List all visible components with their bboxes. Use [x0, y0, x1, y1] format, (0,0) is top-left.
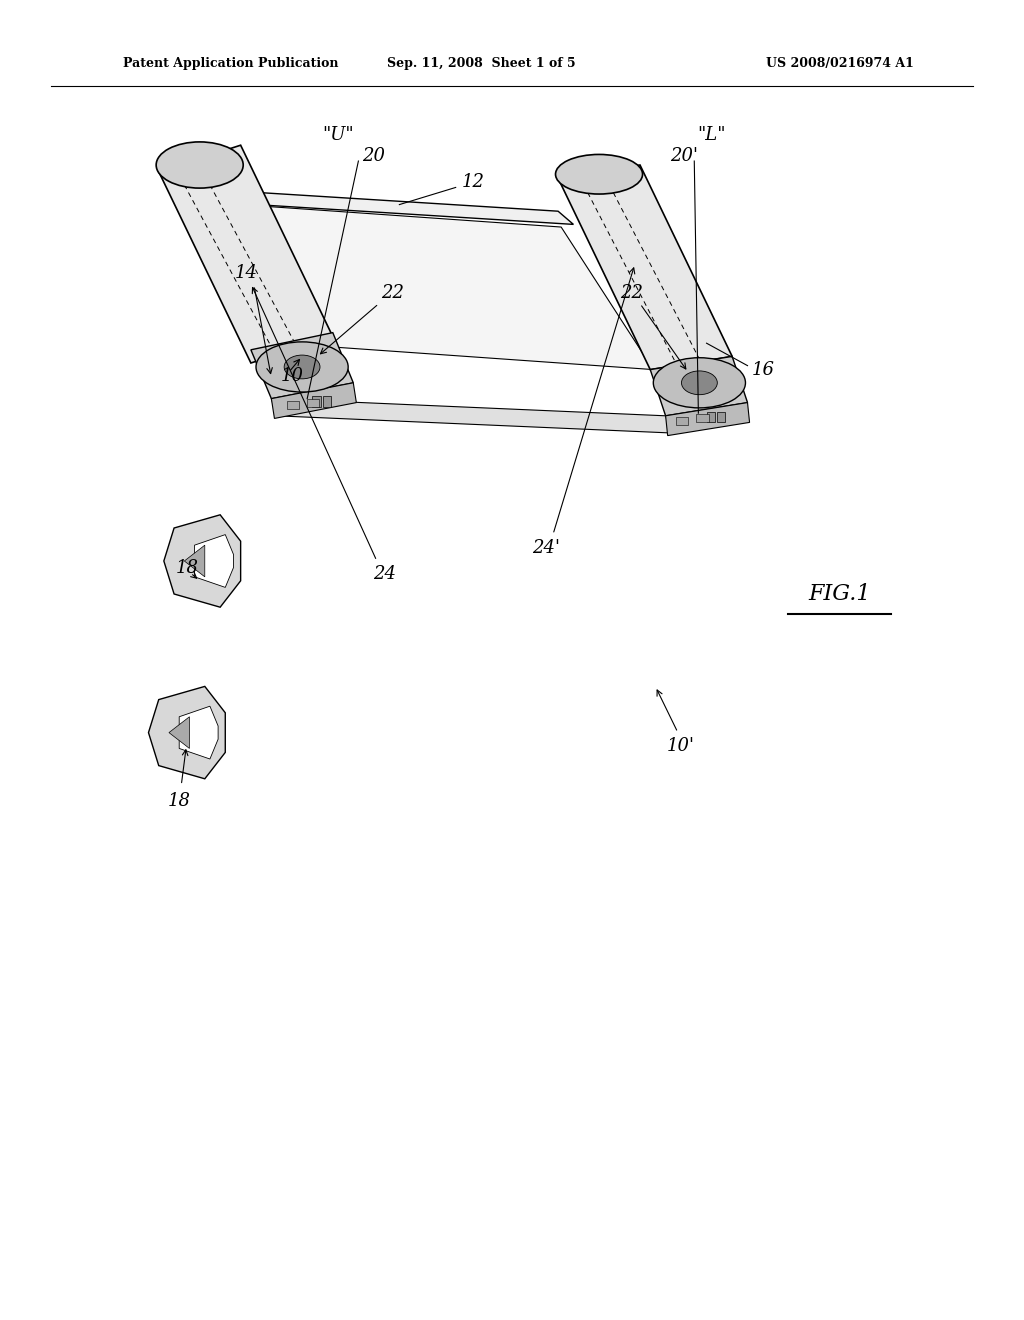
Text: Sep. 11, 2008  Sheet 1 of 5: Sep. 11, 2008 Sheet 1 of 5	[387, 57, 575, 70]
Polygon shape	[241, 205, 653, 370]
FancyBboxPatch shape	[287, 401, 299, 409]
Text: 14: 14	[234, 264, 257, 282]
Polygon shape	[184, 545, 205, 577]
Polygon shape	[666, 403, 750, 436]
Text: 24: 24	[374, 565, 396, 583]
Polygon shape	[271, 399, 671, 433]
Polygon shape	[650, 356, 748, 416]
FancyBboxPatch shape	[717, 412, 725, 422]
Ellipse shape	[284, 355, 319, 379]
Text: FIG.1: FIG.1	[808, 583, 871, 605]
Ellipse shape	[555, 154, 643, 194]
Text: 10': 10'	[667, 737, 695, 755]
Polygon shape	[251, 333, 353, 399]
FancyBboxPatch shape	[676, 417, 688, 425]
Text: 22: 22	[381, 284, 403, 302]
Text: 16: 16	[752, 360, 774, 379]
Text: "U": "U"	[323, 125, 353, 144]
Text: 22: 22	[621, 284, 643, 302]
Polygon shape	[164, 515, 241, 607]
Text: Patent Application Publication: Patent Application Publication	[123, 57, 338, 70]
Ellipse shape	[682, 371, 717, 395]
Text: 24': 24'	[531, 539, 560, 557]
Polygon shape	[195, 535, 233, 587]
Polygon shape	[169, 717, 189, 748]
Polygon shape	[159, 145, 333, 363]
Text: 20: 20	[362, 147, 385, 165]
FancyBboxPatch shape	[696, 414, 709, 422]
Text: 18: 18	[168, 792, 190, 810]
Polygon shape	[179, 706, 218, 759]
Text: 10: 10	[281, 367, 303, 385]
Ellipse shape	[653, 358, 745, 408]
Polygon shape	[558, 165, 732, 370]
Text: 12: 12	[462, 173, 484, 191]
Ellipse shape	[156, 143, 244, 187]
Text: US 2008/0216974 A1: US 2008/0216974 A1	[766, 57, 913, 70]
Polygon shape	[271, 383, 356, 418]
FancyBboxPatch shape	[323, 396, 331, 407]
Polygon shape	[148, 686, 225, 779]
FancyBboxPatch shape	[307, 399, 319, 407]
Text: 18: 18	[176, 558, 199, 577]
Ellipse shape	[256, 342, 348, 392]
Text: "L": "L"	[697, 125, 726, 144]
Polygon shape	[241, 191, 573, 224]
FancyBboxPatch shape	[707, 412, 715, 422]
FancyBboxPatch shape	[312, 396, 321, 407]
Text: 20': 20'	[670, 147, 698, 165]
